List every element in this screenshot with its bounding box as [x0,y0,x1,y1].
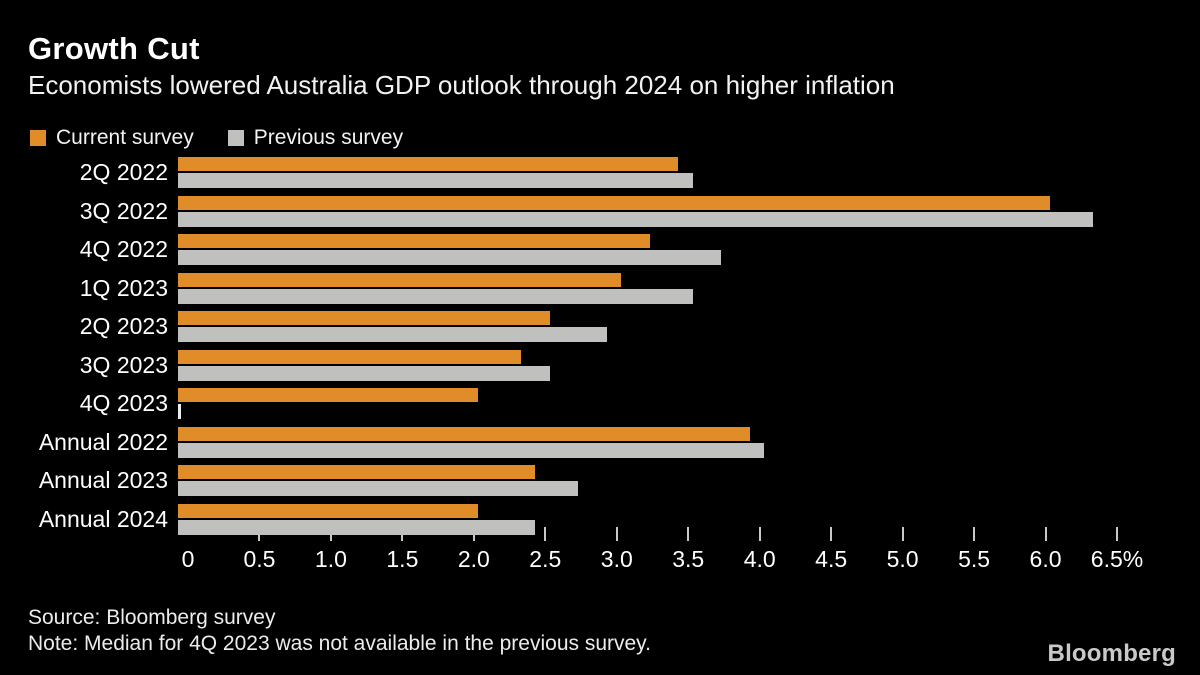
bar-previous-annual-2022 [178,442,764,458]
x-tick-3-5 [687,527,690,541]
chart-row-3q-2023: 3Q 2023 [0,349,1200,388]
row-bars-3q-2022 [178,195,1107,234]
x-tick-label-1-5: 1.5 [386,546,419,572]
bar-current-3q-2023 [178,349,521,364]
bar-current-4q-2022 [178,234,650,248]
category-label-2q-2023: 2Q 2023 [79,313,168,339]
x-tick-4-0 [758,527,761,541]
bar-previous-3q-2023 [178,365,550,381]
x-tick-5-0 [901,527,904,541]
chart-subtitle: Economists lowered Australia GDP outlook… [28,70,895,100]
note-text: Note: Median for 4Q 2023 was not availab… [28,632,651,655]
category-label-4q-2022: 4Q 2022 [79,236,168,262]
chart-row-1q-2023: 1Q 2023 [0,272,1200,311]
row-bars-annual-2023 [178,464,1107,503]
bar-previous-annual-2023 [178,481,579,496]
bar-current-annual-2023 [178,465,536,479]
row-bars-3q-2023 [178,349,1107,388]
chart-row-4q-2023: 4Q 2023 [0,387,1200,426]
category-label-annual-2022: Annual 2022 [38,428,168,455]
x-axis-labels: 0 0.5 1.0 1.5 2.0 2.5 3.0 3.5 4.0 4.5 5.0 5.5 6.0 6.5… [182,546,1144,576]
chart-row-2q-2023: 2Q 2023 [0,310,1200,349]
category-label-4q-2023: 4Q 2023 [79,390,168,416]
chart-rows: 2Q 2022 3Q 2022 4Q 2022 1Q 2023 2Q 2023 3Q 20… [0,156,1200,541]
x-tick-label-4-5: 4.5 [815,546,848,572]
bar-current-annual-2024 [178,503,479,518]
x-tick-label-4-0: 4.0 [743,546,776,572]
legend-label-previous: Previous survey [253,126,404,149]
source-text: Source: Bloomberg survey [28,606,276,629]
x-tick-6-0 [1044,527,1047,541]
bar-previous-2q-2022 [178,173,693,188]
row-bars-2q-2023 [178,310,1107,349]
row-bars-4q-2023 [178,387,1107,426]
x-tick-label-0-5: 0.5 [243,546,276,572]
category-label-annual-2023: Annual 2023 [38,467,168,493]
chart-row-annual-2022: Annual 2022 [0,426,1200,465]
chart-row-annual-2024: Annual 2024 [0,503,1200,542]
x-tick-4-5 [830,527,833,541]
current-survey-swatch-icon [30,130,46,146]
bar-previous-1q-2023 [178,288,693,304]
row-bars-annual-2024 [178,503,1107,542]
x-tick-5-5 [973,527,976,541]
legend-item-previous: Previous survey [227,126,404,150]
x-tick-6-5pct [1116,527,1118,541]
bloomberg-logo: Bloomberg [1047,640,1176,667]
row-bars-2q-2022 [178,156,1107,195]
bar-current-2q-2022 [178,157,679,171]
previous-survey-swatch-icon [227,130,244,146]
x-tick-label-6-5pct: 6.5% [1090,546,1144,572]
row-bars-1q-2023 [178,272,1107,311]
x-tick-2-5 [544,527,547,541]
x-tick-label-2-0: 2.0 [457,546,490,572]
chart-row-2q-2022: 2Q 2022 [0,156,1200,195]
x-tick-label-2-5: 2.5 [529,546,562,572]
bar-current-3q-2022 [178,195,1050,210]
x-tick-label-6-0: 6.0 [1029,546,1062,572]
chart-legend: Current survey Previous survey [30,126,403,150]
bar-previous-4q-2023 [178,404,181,419]
gdp-bar-chart: 2Q 2022 3Q 2022 4Q 2022 1Q 2023 2Q 2023 3Q 20… [0,156,1200,596]
row-bars-annual-2022 [178,426,1107,465]
bar-current-2q-2023 [178,311,550,325]
chart-row-3q-2022: 3Q 2022 [0,195,1200,234]
bar-current-4q-2023 [178,388,479,402]
category-label-2q-2022: 2Q 2022 [79,159,168,185]
x-tick-label-0: 0 [181,546,195,572]
chart-row-annual-2023: Annual 2023 [0,464,1200,503]
legend-item-current: Current survey [30,126,194,150]
x-tick-label-3-5: 3.5 [672,546,705,572]
bar-previous-2q-2023 [178,327,607,342]
row-bars-4q-2022 [178,233,1107,272]
x-tick-label-1-0: 1.0 [314,546,347,572]
page-title: Growth Cut [28,31,200,66]
x-tick-label-3-0: 3.0 [600,546,633,572]
x-tick-label-5-0: 5.0 [886,546,919,572]
bar-previous-3q-2022 [178,211,1093,227]
x-tick-3-0 [615,527,618,541]
bar-current-annual-2022 [178,426,750,441]
chart-row-4q-2022: 4Q 2022 [0,233,1200,272]
bar-previous-annual-2024 [178,519,536,535]
category-label-3q-2023: 3Q 2023 [79,351,168,378]
bar-current-1q-2023 [178,272,622,287]
legend-label-current: Current survey [56,126,194,149]
category-label-3q-2022: 3Q 2022 [79,197,168,224]
category-label-1q-2023: 1Q 2023 [79,274,168,301]
x-tick-label-5-5: 5.5 [958,546,991,572]
bar-previous-4q-2022 [178,250,722,265]
category-label-annual-2024: Annual 2024 [38,505,168,532]
